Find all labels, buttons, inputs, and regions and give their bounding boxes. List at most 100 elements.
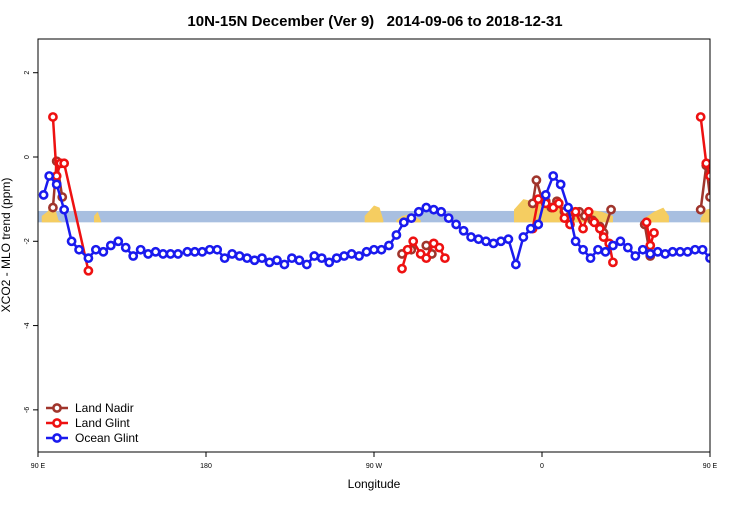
ocean-glint-point bbox=[503, 234, 514, 245]
ocean-glint-point bbox=[570, 236, 581, 247]
ocean-glint-point bbox=[105, 240, 116, 251]
land-glint-point bbox=[589, 217, 600, 228]
ocean-glint-point bbox=[593, 244, 603, 255]
y-tick-label-1: 0 bbox=[24, 155, 31, 159]
land-region-5 bbox=[644, 207, 669, 223]
land-glint-point bbox=[59, 158, 70, 169]
x-tick-label-3: 0 bbox=[540, 463, 544, 470]
legend-marker-ocean-glint bbox=[52, 433, 62, 443]
x-tick-label-2: 90 W bbox=[366, 463, 383, 470]
land-glint-point bbox=[645, 240, 656, 251]
legend-label-land-nadir: Land Nadir bbox=[75, 401, 134, 415]
land-region-6 bbox=[700, 208, 710, 223]
ocean-glint-point bbox=[637, 244, 648, 255]
chart-title: 10N-15N December (Ver 9) 2014-09-06 to 2… bbox=[187, 13, 562, 30]
ocean-glint-point bbox=[690, 244, 700, 255]
ocean-glint-point bbox=[578, 244, 588, 255]
x-axis-label: Longitude bbox=[348, 477, 401, 491]
land-glint-point bbox=[734, 267, 741, 274]
ocean-glint-point bbox=[331, 253, 342, 264]
y-tick-label-0: 2 bbox=[24, 71, 31, 75]
ocean-glint-point bbox=[652, 246, 663, 257]
ocean-glint-point bbox=[697, 244, 708, 255]
ocean-glint-point bbox=[165, 249, 176, 259]
x-tick-label-1: 180 bbox=[200, 463, 212, 470]
land-glint-point bbox=[641, 217, 652, 228]
ocean-glint-point bbox=[744, 255, 750, 262]
land-region-0 bbox=[41, 205, 63, 223]
ocean-glint-point bbox=[197, 246, 208, 257]
ocean-glint-point bbox=[51, 179, 62, 190]
x-tick-label-4: 90 E bbox=[703, 463, 718, 470]
land-glint-point bbox=[594, 223, 605, 234]
x-tick-label-0: 90 E bbox=[31, 463, 46, 470]
land-nadir-point bbox=[705, 192, 710, 202]
ocean-glint-point bbox=[143, 249, 154, 259]
ocean-glint-point bbox=[458, 225, 469, 236]
ocean-glint-point bbox=[667, 246, 678, 257]
legend-marker-land-nadir bbox=[52, 403, 62, 413]
ocean-glint-point bbox=[301, 259, 312, 270]
ocean-glint-point bbox=[158, 249, 168, 259]
ocean-glint-point bbox=[90, 244, 101, 255]
ocean-glint-point bbox=[481, 236, 491, 247]
ocean-glint-point bbox=[219, 253, 230, 264]
ocean-glint-point bbox=[436, 206, 447, 217]
ocean-glint-point bbox=[74, 244, 84, 255]
ocean-glint-point bbox=[384, 240, 394, 251]
land-glint-point bbox=[712, 160, 719, 167]
ocean-glint-point bbox=[376, 244, 387, 255]
y-tick-label-2: -2 bbox=[24, 238, 31, 244]
land-glint-point bbox=[408, 236, 419, 247]
ocean-glint-point bbox=[173, 249, 183, 259]
ocean-glint-point bbox=[44, 171, 55, 181]
ocean-glint-point bbox=[346, 249, 357, 259]
ocean-glint-point bbox=[59, 204, 70, 215]
legend-label-ocean-glint: Ocean Glint bbox=[75, 431, 139, 445]
ocean-glint-point bbox=[622, 242, 633, 253]
ocean-glint-point bbox=[406, 213, 417, 224]
ocean-glint-point bbox=[736, 257, 743, 264]
land-glint-point bbox=[48, 112, 58, 122]
ocean-glint-point bbox=[212, 244, 223, 255]
land-glint-point bbox=[397, 263, 407, 274]
land-region-7 bbox=[731, 214, 738, 222]
ocean-glint-point bbox=[443, 213, 454, 224]
ocean-glint-point bbox=[525, 223, 536, 234]
land-glint-line-4 bbox=[699, 116, 710, 180]
ocean-glint-point bbox=[466, 232, 476, 242]
ocean-glint-point bbox=[98, 246, 109, 257]
ocean-glint-point bbox=[324, 257, 335, 268]
land-glint-point bbox=[559, 213, 570, 224]
ocean-glint-point bbox=[361, 246, 372, 257]
ocean-glint-point bbox=[721, 252, 728, 259]
land-glint-point bbox=[83, 265, 94, 276]
ocean-glint-point bbox=[294, 255, 305, 266]
land-glint-point bbox=[553, 198, 564, 209]
ocean-glint-point bbox=[630, 251, 641, 261]
land-region-1 bbox=[94, 211, 102, 223]
ocean-glint-point bbox=[272, 255, 282, 266]
ocean-glint-point bbox=[286, 253, 297, 264]
ocean-glint-point bbox=[113, 236, 124, 247]
ocean-glint-point bbox=[714, 250, 721, 257]
ocean-glint-point bbox=[705, 253, 710, 264]
ocean-glint-point bbox=[83, 253, 94, 264]
ocean-glint-point bbox=[413, 206, 424, 217]
ocean-glint-point bbox=[316, 253, 327, 264]
ocean-glint-point bbox=[555, 179, 566, 190]
ocean-glint-point bbox=[369, 244, 379, 255]
ocean-glint-point bbox=[510, 259, 521, 270]
ocean-glint-point bbox=[227, 249, 238, 259]
plot-frame bbox=[37, 38, 711, 453]
land-region-2 bbox=[364, 205, 384, 223]
ocean-glint-point bbox=[398, 217, 409, 228]
land-nadir-point bbox=[695, 204, 706, 215]
ocean-glint-point bbox=[150, 246, 161, 257]
ocean-glint-point bbox=[608, 240, 618, 251]
land-glint-point bbox=[570, 206, 581, 217]
land-glint-point bbox=[578, 223, 588, 234]
ocean-glint-point bbox=[242, 253, 252, 264]
ocean-glint-point bbox=[182, 246, 193, 257]
